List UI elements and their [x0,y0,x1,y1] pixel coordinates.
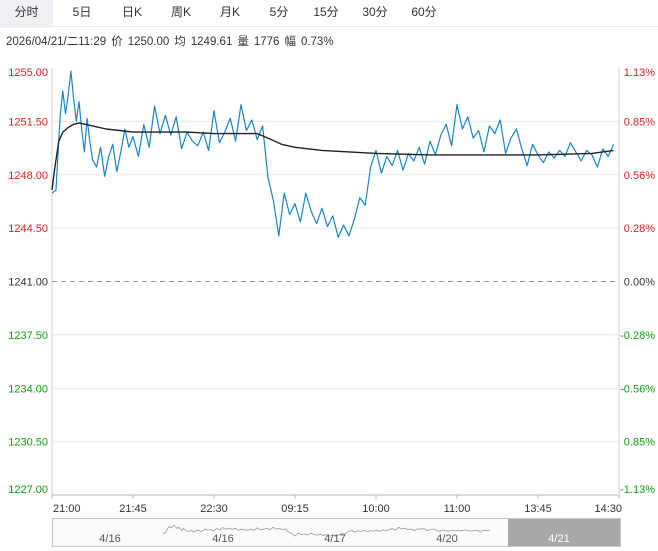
price-value: 1250.00 [127,36,170,48]
intraday-chart[interactable]: 1255.00 1.13% 1251.50 0.85% 1248.00 0.56% 1244… [0,56,658,518]
y-tick-label: 1227.00 [8,484,48,496]
x-tick-label: 10:00 [362,503,390,515]
quote-datetime: 2026/04/21/二11:29 [6,36,107,48]
y-tick-label: 1251.50 [8,116,48,128]
y-tick-label: 1234.00 [8,383,48,395]
y-tick-label: 1255.00 [8,67,48,79]
price-label: 价 [111,36,123,48]
tab-daily-k[interactable]: 日K [121,5,142,19]
x-tick-label: 13:45 [524,503,552,515]
price-line [51,70,615,238]
y-tick-label: 1241.00 [8,277,48,289]
y-tick-pct-label: -1.13% [620,484,655,496]
tab-weekly-k[interactable]: 周K [170,5,191,19]
change-label: 幅 [284,36,296,48]
avg-label: 均 [174,36,186,48]
navigator-date-label: 4/16 [212,533,233,545]
navigator-date-label: 4/16 [99,533,120,545]
y-tick-label: 1230.50 [8,437,48,449]
tab-5day[interactable]: 5日 [72,5,92,19]
y-tick-label: 1244.50 [8,223,48,235]
y-tick-pct-label: 0.00% [624,277,655,289]
quote-info-bar: 2026/04/21/二11:29 价 1250.00 均 1249.61 量 1776 幅 0… [6,33,339,49]
x-tick-label: 11:00 [444,503,471,515]
avg-value: 1249.61 [190,36,233,48]
y-tick-pct-label: 0.85% [624,437,655,449]
y-tick-pct-label: 0.85% [624,116,655,128]
y-tick-label: 1237.50 [8,330,48,342]
navigator-date-label: 4/17 [324,533,345,545]
y-tick-pct-label: -0.28% [620,330,655,342]
y-tick-pct-label: 1.13% [624,67,655,79]
navigator-date-label: 4/21 [548,533,569,545]
navigator-sparkline: 4/16 4/16 4/17 4/20 4/21 [99,519,620,546]
x-tick-label: 09:15 [281,503,309,515]
x-tick-label: 21:00 [53,503,81,515]
change-value: 0.73% [300,36,334,48]
tab-15min[interactable]: 15分 [313,5,339,19]
tab-monthly-k[interactable]: 月K [219,5,240,19]
x-tick-label: 14:30 [594,503,622,515]
tab-5min[interactable]: 5分 [269,5,289,19]
y-tick-label: 1248.00 [8,170,48,182]
average-price-line [51,122,614,191]
time-range-navigator[interactable]: 4/16 4/16 4/17 4/20 4/21 [52,518,621,547]
y-tick-pct-label: 0.28% [624,223,655,235]
navigator-date-label: 4/20 [436,533,457,545]
volume-label: 量 [237,36,249,48]
navigator-selection-handle [508,519,620,546]
x-tick-label: 21:45 [119,503,147,515]
y-tick-pct-label: 0.56% [624,170,655,182]
period-tab-bar: 分时 5日 日K 周K 月K 5分 15分 30分 60分 [0,0,658,28]
volume-value: 1776 [253,36,280,48]
x-tick-label: 22:30 [200,503,228,515]
tab-60min[interactable]: 60分 [411,5,437,19]
tab-30min[interactable]: 30分 [362,5,388,19]
tab-intraday[interactable]: 分时 [0,0,53,28]
navigator-price-line [162,524,490,537]
y-tick-pct-label: -0.56% [620,383,655,395]
